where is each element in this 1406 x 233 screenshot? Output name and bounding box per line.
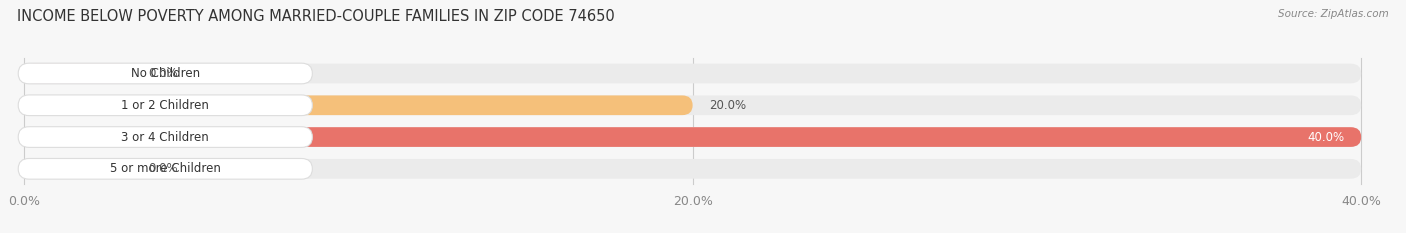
FancyBboxPatch shape	[24, 127, 1361, 147]
FancyBboxPatch shape	[24, 96, 1361, 115]
FancyBboxPatch shape	[18, 95, 312, 116]
Text: 0.0%: 0.0%	[148, 162, 177, 175]
Text: 40.0%: 40.0%	[1308, 130, 1344, 144]
Text: 1 or 2 Children: 1 or 2 Children	[121, 99, 209, 112]
Text: 5 or more Children: 5 or more Children	[110, 162, 221, 175]
FancyBboxPatch shape	[24, 159, 131, 179]
FancyBboxPatch shape	[18, 158, 312, 179]
FancyBboxPatch shape	[18, 127, 312, 147]
FancyBboxPatch shape	[24, 96, 693, 115]
FancyBboxPatch shape	[24, 159, 1361, 179]
Text: 20.0%: 20.0%	[710, 99, 747, 112]
Text: 0.0%: 0.0%	[148, 67, 177, 80]
Text: Source: ZipAtlas.com: Source: ZipAtlas.com	[1278, 9, 1389, 19]
FancyBboxPatch shape	[24, 64, 131, 83]
FancyBboxPatch shape	[24, 64, 1361, 83]
Text: No Children: No Children	[131, 67, 200, 80]
FancyBboxPatch shape	[18, 63, 312, 84]
Text: INCOME BELOW POVERTY AMONG MARRIED-COUPLE FAMILIES IN ZIP CODE 74650: INCOME BELOW POVERTY AMONG MARRIED-COUPL…	[17, 9, 614, 24]
Text: 3 or 4 Children: 3 or 4 Children	[121, 130, 209, 144]
FancyBboxPatch shape	[24, 127, 1361, 147]
